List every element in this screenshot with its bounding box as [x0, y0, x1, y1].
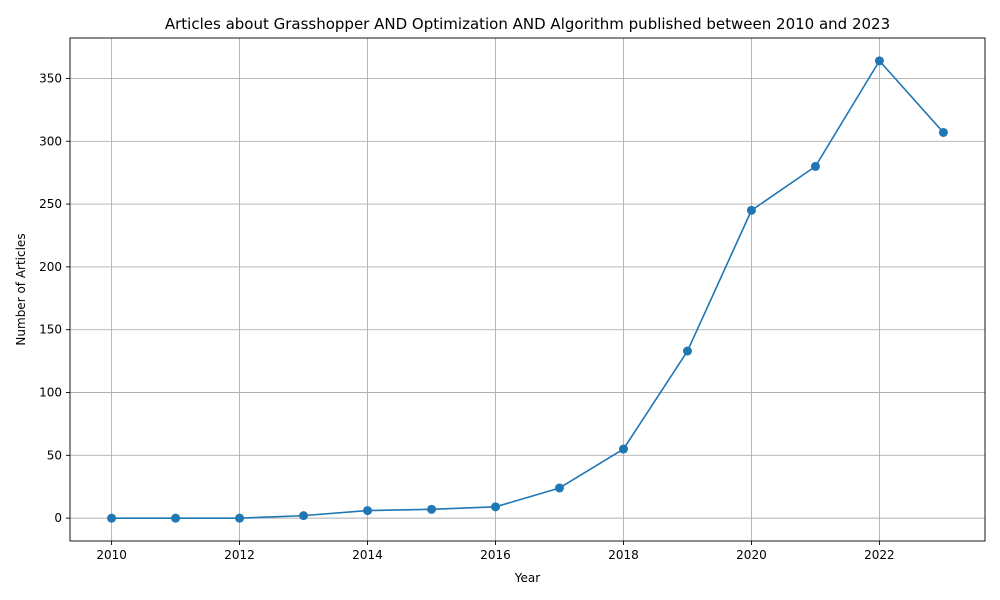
data-point [363, 506, 373, 516]
y-tick-label: 50 [47, 448, 62, 462]
series-line [111, 60, 945, 519]
data-point [427, 504, 437, 514]
plot-frame [69, 37, 986, 542]
x-tick-label: 2022 [864, 548, 895, 562]
data-point [874, 56, 884, 66]
data-point [235, 513, 245, 523]
data-point [299, 511, 309, 521]
y-tick-label: 100 [39, 386, 62, 400]
data-point [938, 127, 948, 137]
y-axis-label: Number of Articles [14, 233, 28, 345]
y-tick-label: 300 [39, 134, 62, 148]
x-tick-label: 2010 [96, 548, 127, 562]
x-tick-label: 2016 [480, 548, 511, 562]
y-tick-label: 150 [39, 323, 62, 337]
data-point [107, 513, 117, 523]
axis-ticks: 2010 2012 2014 2016 2018 2020 2022 0 50 100 150 200… [39, 71, 895, 562]
data-point [618, 444, 628, 454]
y-tick-label: 200 [39, 260, 62, 274]
y-tick-label: 0 [54, 511, 62, 525]
y-tick-label: 350 [39, 71, 62, 85]
data-point [810, 161, 820, 171]
grid [70, 38, 985, 541]
x-tick-label: 2018 [608, 548, 639, 562]
data-point [746, 205, 756, 215]
x-tick-label: 2014 [352, 548, 383, 562]
x-axis-label: Year [514, 571, 540, 585]
data-point [171, 513, 181, 523]
data-point [682, 346, 692, 356]
series [107, 56, 948, 523]
chart-title: Articles about Grasshopper AND Optimizat… [165, 15, 890, 33]
y-tick-label: 250 [39, 197, 62, 211]
x-tick-label: 2020 [736, 548, 767, 562]
x-tick-label: 2012 [224, 548, 255, 562]
data-point [491, 502, 501, 512]
data-point [554, 483, 564, 493]
